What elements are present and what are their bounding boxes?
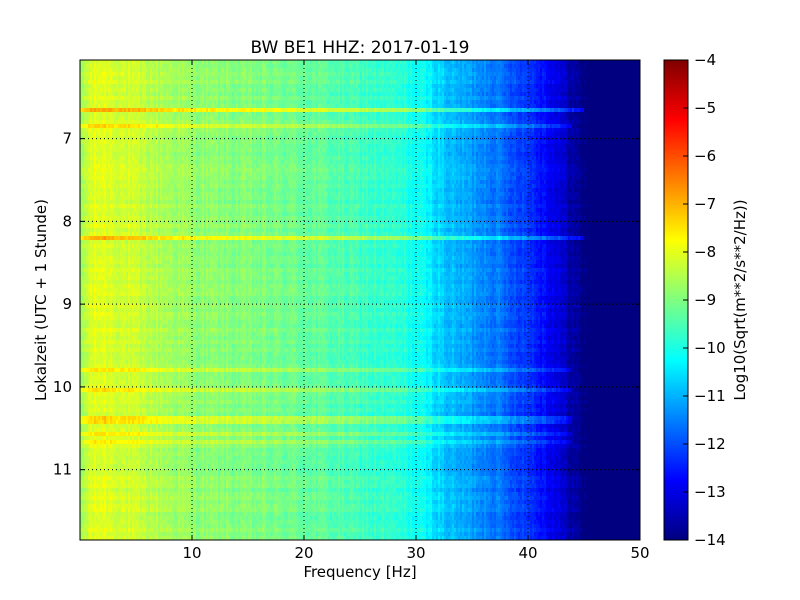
chart-title: BW BE1 HHZ: 2017-01-19 xyxy=(250,38,469,58)
spectrogram-heatmap xyxy=(80,60,641,541)
